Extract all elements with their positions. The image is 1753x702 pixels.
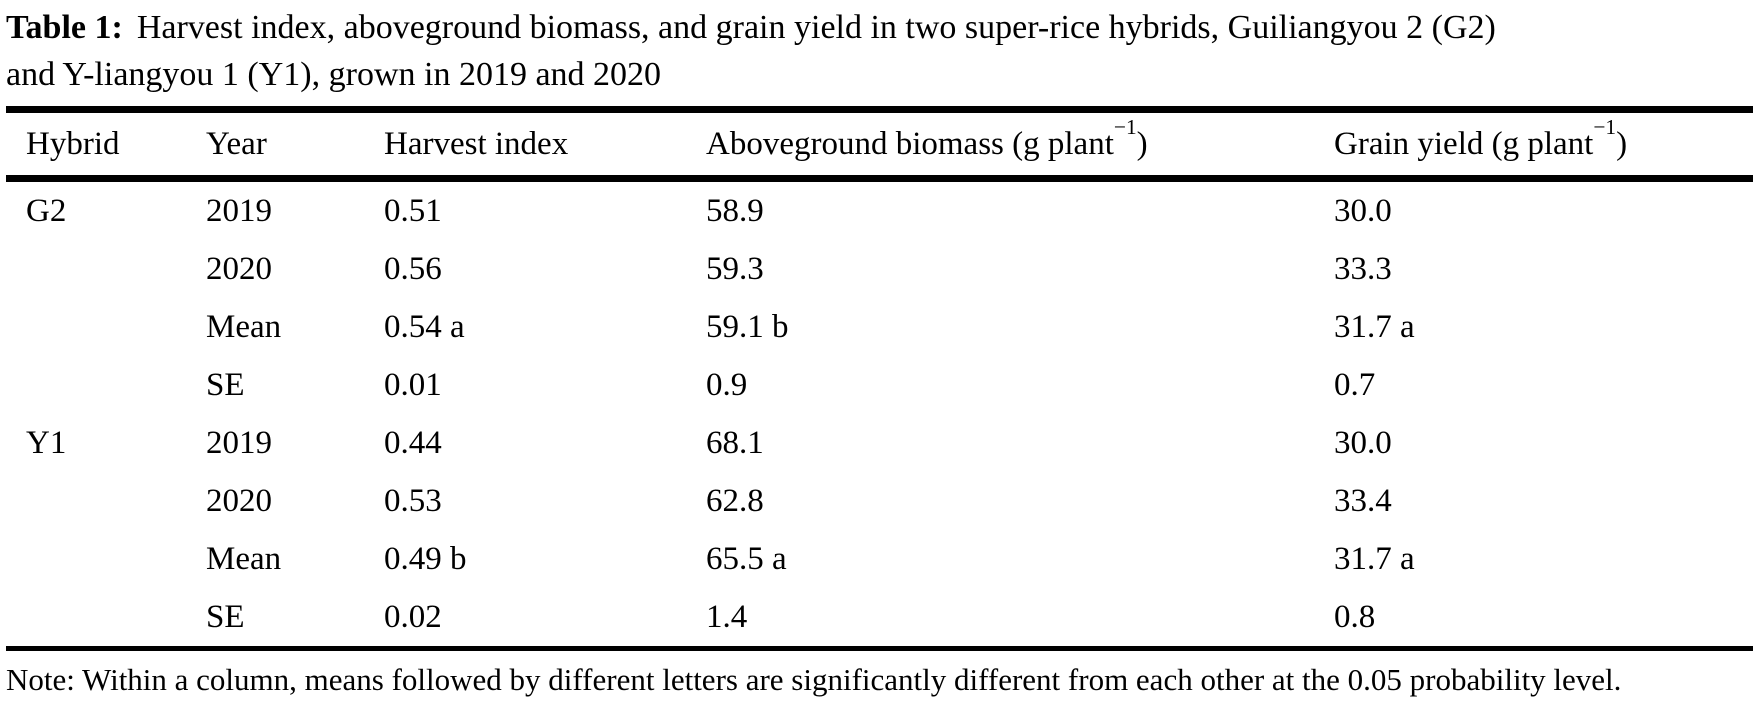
table-cell-aboveground-biomass: 62.8 bbox=[706, 482, 764, 519]
data-table: Hybrid Year Harvest index Aboveground bioma… bbox=[6, 106, 1753, 651]
table-cell-year: 2019 bbox=[206, 424, 272, 461]
column-header-hybrid: Hybrid bbox=[6, 109, 206, 182]
table-row: Mean 0.54 a 59.1 b 31.7 a bbox=[6, 298, 1753, 356]
table-caption-label: Table 1: bbox=[6, 9, 123, 46]
table-cell-harvest-index: 0.49 b bbox=[384, 540, 467, 577]
table-cell-grain-yield: 0.8 bbox=[1334, 598, 1376, 635]
column-header-harvest-index: Harvest index bbox=[384, 109, 706, 182]
table-row: G2 2019 0.51 58.9 30.0 bbox=[6, 179, 1753, 241]
table-cell-hybrid: G2 bbox=[26, 192, 67, 229]
table-note: Note: Within a column, means followed by… bbox=[6, 662, 1622, 697]
table-cell-year: SE bbox=[206, 366, 245, 403]
table-cell-hybrid bbox=[6, 240, 206, 298]
table-cell-year: 2020 bbox=[206, 250, 272, 287]
table-caption-line1: Table 1: Harvest index, aboveground bioma… bbox=[6, 9, 1496, 46]
table-cell-grain-yield: 33.4 bbox=[1334, 482, 1392, 519]
table-cell-harvest-index: 0.53 bbox=[384, 482, 442, 519]
table-row: SE 0.02 1.4 0.8 bbox=[6, 588, 1753, 649]
table-cell-year: 2019 bbox=[206, 192, 272, 229]
table-cell-grain-yield: 0.7 bbox=[1334, 366, 1376, 403]
table-cell-harvest-index: 0.51 bbox=[384, 192, 442, 229]
table-cell-aboveground-biomass: 58.9 bbox=[706, 192, 764, 229]
table-cell-grain-yield: 33.3 bbox=[1334, 250, 1392, 287]
table-cell-aboveground-biomass: 0.9 bbox=[706, 366, 748, 403]
table-cell-aboveground-biomass: 65.5 a bbox=[706, 540, 787, 577]
table-caption-text: Harvest index, aboveground biomass, and … bbox=[136, 9, 1496, 46]
column-header-year: Year bbox=[206, 109, 384, 182]
table-caption: Table 1: Harvest index, aboveground bioma… bbox=[6, 4, 1753, 98]
table-cell-hybrid: Y1 bbox=[26, 424, 67, 461]
column-header-aboveground-biomass: Aboveground biomass (g plant−1) bbox=[706, 109, 1334, 182]
table-cell-hybrid bbox=[6, 356, 206, 414]
table-cell-grain-yield: 31.7 a bbox=[1334, 540, 1415, 577]
table-cell-harvest-index: 0.01 bbox=[384, 366, 442, 403]
table-cell-grain-yield: 30.0 bbox=[1334, 192, 1392, 229]
table-cell-year: SE bbox=[206, 598, 245, 635]
table-header-row: Hybrid Year Harvest index Aboveground bioma… bbox=[6, 109, 1753, 182]
table-row: 2020 0.56 59.3 33.3 bbox=[6, 240, 1753, 298]
table-row: Y1 2019 0.44 68.1 30.0 bbox=[6, 414, 1753, 472]
table-row: Mean 0.49 b 65.5 a 31.7 a bbox=[6, 530, 1753, 588]
table-cell-year: Mean bbox=[206, 308, 282, 345]
table-cell-harvest-index: 0.54 a bbox=[384, 308, 465, 345]
table-cell-harvest-index: 0.56 bbox=[384, 250, 442, 287]
table-cell-hybrid bbox=[6, 530, 206, 588]
table-cell-aboveground-biomass: 68.1 bbox=[706, 424, 764, 461]
table-cell-aboveground-biomass: 59.1 b bbox=[706, 308, 789, 345]
table-cell-harvest-index: 0.44 bbox=[384, 424, 442, 461]
table-cell-harvest-index: 0.02 bbox=[384, 598, 442, 635]
table-cell-aboveground-biomass: 1.4 bbox=[706, 598, 748, 635]
unit-superscript: −1 bbox=[1593, 115, 1617, 139]
table-cell-hybrid bbox=[6, 472, 206, 530]
table-row: 2020 0.53 62.8 33.4 bbox=[6, 472, 1753, 530]
table-cell-hybrid bbox=[6, 298, 206, 356]
table-cell-aboveground-biomass: 59.3 bbox=[706, 250, 764, 287]
table-cell-hybrid bbox=[6, 588, 206, 649]
column-header-grain-yield: Grain yield (g plant−1) bbox=[1334, 109, 1753, 182]
table-cell-grain-yield: 30.0 bbox=[1334, 424, 1392, 461]
table-caption-line2: and Y-liangyou 1 (Y1), grown in 2019 and… bbox=[6, 56, 662, 93]
table-cell-grain-yield: 31.7 a bbox=[1334, 308, 1415, 345]
unit-superscript: −1 bbox=[1113, 115, 1137, 139]
table-row: SE 0.01 0.9 0.7 bbox=[6, 356, 1753, 414]
table-cell-year: 2020 bbox=[206, 482, 272, 519]
table-cell-year: Mean bbox=[206, 540, 282, 577]
